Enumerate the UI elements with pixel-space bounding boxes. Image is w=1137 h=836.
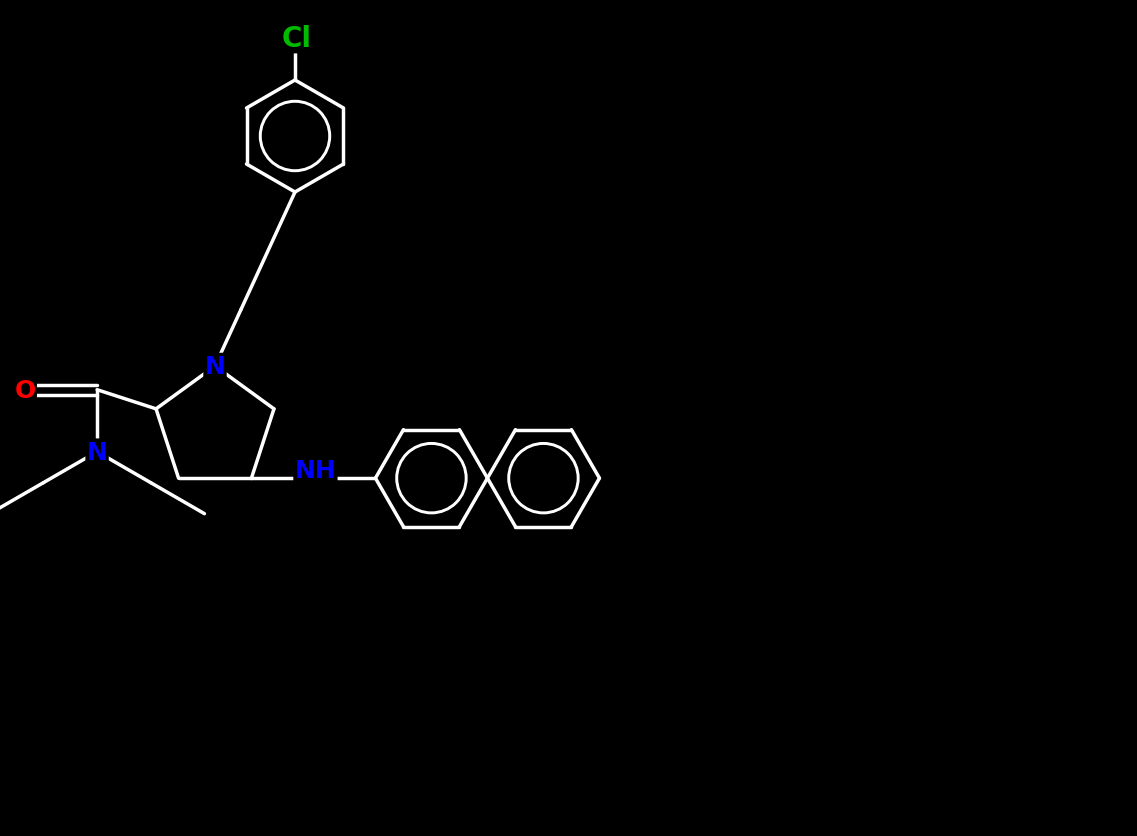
Text: O: O bbox=[15, 378, 35, 402]
Text: N: N bbox=[205, 354, 225, 379]
Text: N: N bbox=[86, 441, 108, 464]
Text: NH: NH bbox=[294, 459, 337, 482]
Text: Cl: Cl bbox=[282, 25, 312, 53]
